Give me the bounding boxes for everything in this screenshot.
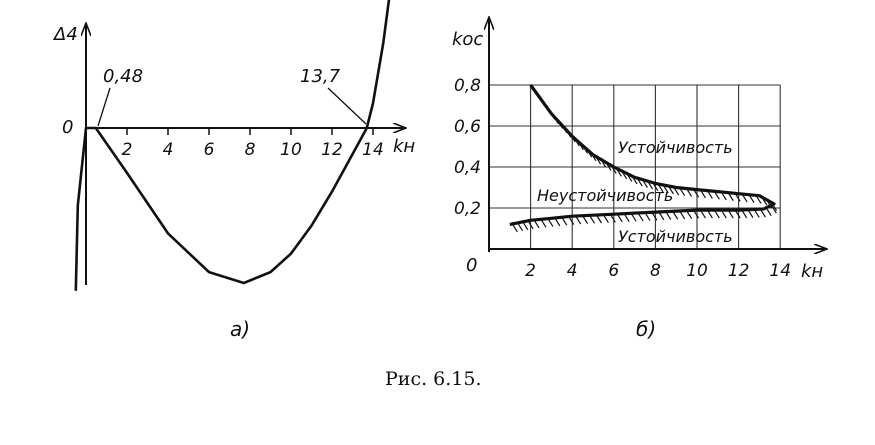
chart-b-x-tick-label: 10: [686, 261, 708, 281]
chart-a-leader-root2: [328, 88, 366, 124]
chart-a-y-label: Δ4: [52, 24, 78, 45]
chart-b-y-label: kос: [452, 29, 483, 50]
chart-a-x-tick-label: 8: [245, 140, 256, 160]
chart-a-origin: 0: [62, 117, 73, 138]
chart-a-x-tick-label: 6: [204, 140, 215, 160]
chart-b-y-tick-label: 0,4: [454, 158, 481, 178]
chart-b-x-label: kн: [801, 261, 823, 282]
chart-a-x-tick-label: 10: [280, 140, 302, 160]
figure-caption: Рис. 6.15.: [385, 368, 482, 390]
chart-b-grid: [489, 85, 780, 249]
chart-a-x-label: kн: [393, 136, 415, 157]
chart-b-hatch-stroke: [766, 208, 771, 216]
chart-b-region-label-middle: Неустойчивость: [537, 186, 673, 205]
chart-b-x-tick-label: 6: [608, 261, 619, 281]
chart-b-x-tick-label: 4: [567, 261, 578, 281]
chart-b-x-tick-label: 2: [525, 261, 536, 281]
chart-b-y-tick-label: 0,6: [454, 117, 481, 137]
chart-a-x-tick-label: 14: [362, 140, 384, 160]
chart-b-hatch-stroke: [523, 222, 528, 230]
chart-b-panel-label: б): [636, 317, 656, 341]
chart-a: Δ4 kн 0 2 4 6 8 10 12 14 0,48 13,7 а): [52, 0, 415, 341]
chart-b-x-tick-label: 14: [769, 261, 791, 281]
chart-b-x-tick-label: 12: [728, 261, 750, 281]
chart-a-x-tick-label: 2: [122, 140, 133, 160]
chart-b-origin: 0: [466, 255, 477, 276]
chart-a-leader-root1: [98, 88, 110, 126]
chart-b-y-tick-label: 0,8: [454, 76, 481, 96]
chart-b-hatch-stroke: [512, 224, 517, 232]
chart-a-annotation-root1: 0,48: [103, 66, 143, 87]
chart-b-region-label-upper: Устойчивость: [618, 138, 733, 157]
chart-a-panel-label: а): [230, 317, 250, 341]
chart-a-x-tick-label: 12: [321, 140, 343, 160]
chart-b-x-tick-label: 8: [650, 261, 661, 281]
chart-a-x-tick-label: 4: [163, 140, 174, 160]
chart-b: kос kн 0 2 4 6 8 10 12 14 0,2 0,4 0,6 0,8 Устойчив…: [452, 18, 826, 341]
chart-b-region-label-lower: Устойчивость: [618, 227, 733, 246]
chart-b-y-tick-label: 0,2: [454, 199, 481, 219]
chart-b-hatch-stroke: [518, 223, 523, 231]
chart-a-annotation-root2: 13,7: [300, 66, 341, 87]
